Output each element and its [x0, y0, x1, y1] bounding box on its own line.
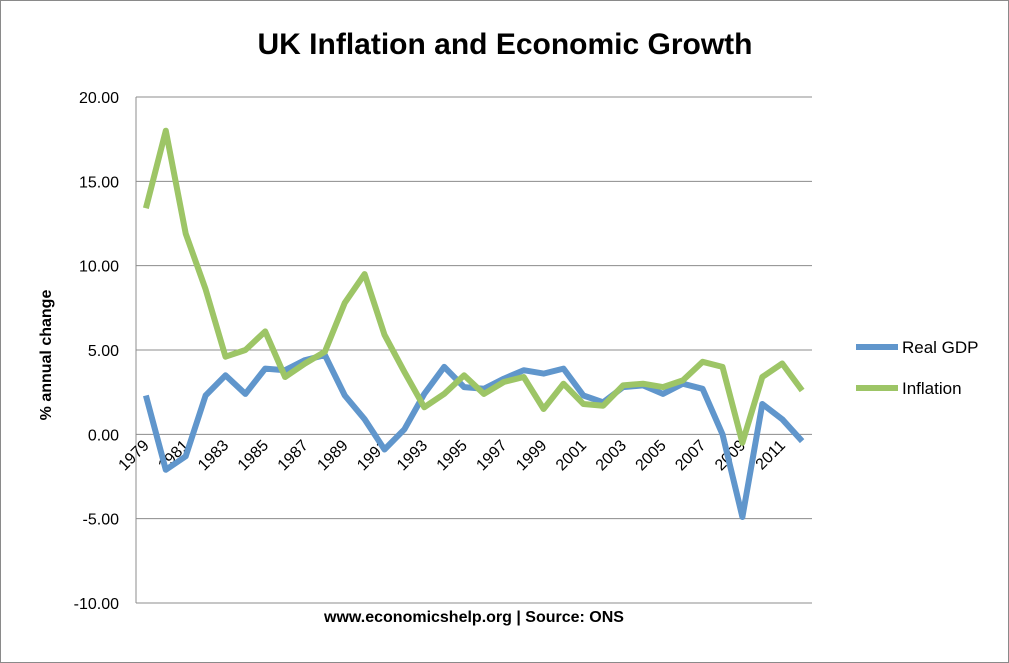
x-tick-label: 1997: [473, 437, 510, 474]
x-tick-label: 2003: [593, 437, 630, 474]
legend: Real GDP Inflation: [856, 338, 979, 398]
x-tick-label: 2001: [553, 437, 590, 474]
y-tick-label: -10.00: [74, 596, 119, 613]
x-tick-label: 1993: [394, 437, 431, 474]
y-tick-label: 15.00: [79, 174, 119, 191]
x-tick-label: 1979: [116, 437, 153, 474]
x-tick-label: 1987: [275, 437, 312, 474]
x-axis-label: www.economicshelp.org | Source: ONS: [324, 609, 624, 626]
y-tick-label: -5.00: [83, 512, 120, 529]
chart-title: UK Inflation and Economic Growth: [257, 28, 753, 61]
x-tick-label: 1983: [195, 437, 232, 474]
x-tick-label: 2005: [633, 437, 670, 474]
y-tick-label: 20.00: [79, 90, 119, 107]
x-tick-label: 2007: [672, 437, 709, 474]
x-tick-labels: 1979 1981 1983 1985 1987 1989 1991 1993 1995 1997…: [116, 437, 789, 474]
y-tick-label: 0.00: [88, 427, 119, 444]
series-line-inflation: [142, 127, 805, 446]
x-tick-label: 1991: [354, 437, 391, 474]
x-tick-label: 1995: [434, 437, 471, 474]
series-line-real-gdp: [143, 352, 805, 520]
series-lines: [142, 127, 805, 520]
gridlines: [135, 96, 812, 604]
y-tick-label: 10.00: [79, 259, 119, 276]
legend-label-real-gdp: Real GDP: [902, 338, 979, 357]
x-tick-label: 1999: [513, 437, 550, 474]
x-tick-label: 1989: [314, 437, 351, 474]
y-tick-labels: -10.00 -5.00 0.00 5.00 10.00 15.00 20.00: [74, 90, 119, 613]
legend-label-inflation: Inflation: [902, 379, 962, 398]
y-tick-label: 5.00: [88, 343, 119, 360]
x-tick-label: 1985: [235, 437, 272, 474]
